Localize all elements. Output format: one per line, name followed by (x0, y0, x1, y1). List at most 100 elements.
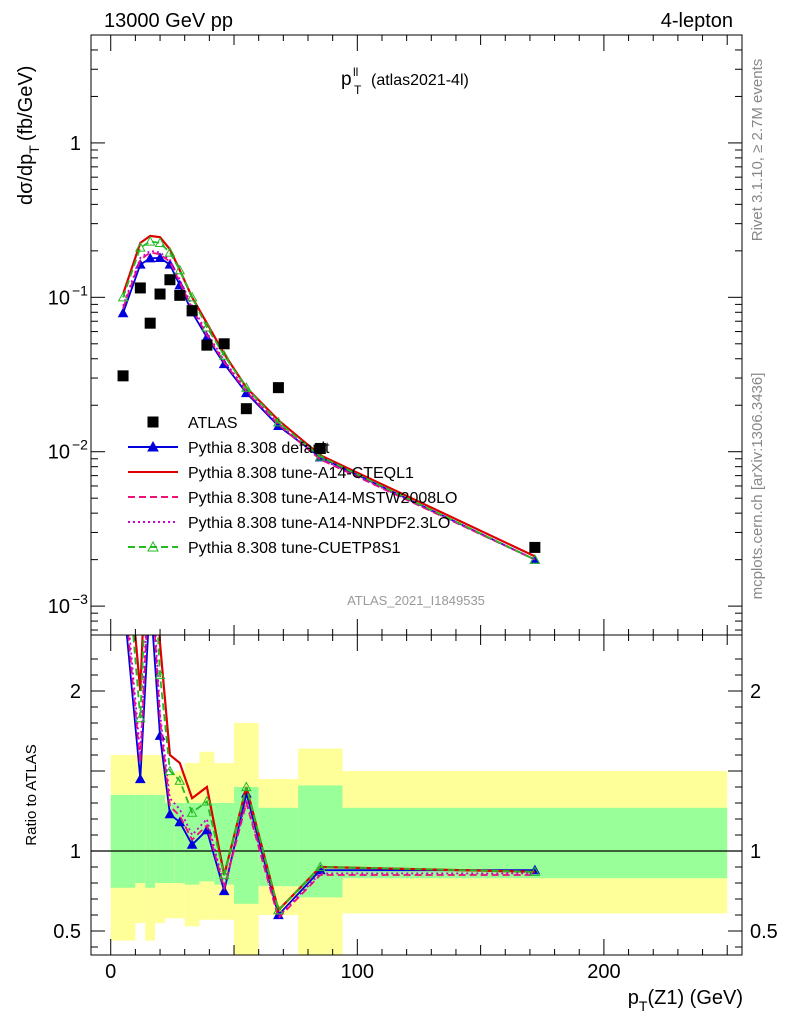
ratio-marker-4-4 (164, 765, 176, 776)
band-inner-2 (145, 795, 156, 888)
ratio-ytick-label-2: 2 (70, 681, 81, 703)
side-text-mcplots: mcplots.cern.ch [arXiv:1306.3436] (749, 373, 766, 600)
plot-title-sup: ll (353, 65, 358, 79)
main-marker-0-0 (117, 307, 129, 318)
xtick-label-2: 200 (587, 961, 620, 983)
ratio-marker-4-7 (201, 795, 213, 806)
ratio-line-1 (134, 635, 535, 913)
main-ylabel-part2: (fb/GeV) (15, 66, 37, 142)
band-inner-5 (174, 803, 185, 883)
main-marker-0-2 (144, 252, 156, 263)
main-ytick-label-1: 10 (48, 442, 70, 464)
band-inner-11 (298, 785, 343, 898)
legend-label-3: Pythia 8.308 tune-A14-MSTW2008LO (188, 490, 457, 507)
main-marker-4-4 (164, 247, 176, 257)
legend-marker-data (147, 416, 159, 428)
main-line-1 (122, 234, 536, 558)
legend-marker-1 (147, 440, 159, 452)
ratio-marker-4-10 (273, 904, 284, 915)
xlabel-p: p (628, 987, 639, 1009)
band-inner-0 (110, 795, 136, 888)
ratio-marker-0-1 (134, 773, 146, 784)
main-marker-4-12 (529, 554, 541, 564)
atlas-point-3 (154, 288, 166, 300)
atlas-point-12 (529, 541, 541, 553)
legend-label-0: ATLAS (188, 415, 238, 432)
ratio-marker-4-2 (146, 479, 155, 487)
plot-title-tag: (atlas2021-4l) (371, 72, 469, 89)
ratio-ytick-label-right-0: 0.5 (750, 921, 778, 943)
main-marker-4-9 (241, 382, 252, 392)
side-text-rivet: Rivet 3.1.10, ≥ 2.7M events (749, 59, 766, 242)
band-inner-4 (164, 803, 175, 883)
main-ytick-label-2: 10 (48, 287, 70, 309)
legend-marker-5 (147, 540, 159, 552)
atlas-point-5 (174, 289, 186, 301)
atlas-point-6 (186, 305, 198, 317)
main-marker-4-10 (273, 416, 284, 427)
ratio-marker-4-6 (186, 807, 198, 817)
main-marker-4-5 (174, 264, 186, 275)
legend-label-5: Pythia 8.308 tune-CUETP8S1 (188, 540, 401, 557)
main-marker-4-0 (117, 291, 129, 302)
xtick-label-1: 100 (341, 961, 374, 983)
ratio-marker-4-9 (241, 781, 252, 792)
ratio-marker-4-11 (314, 861, 326, 872)
main-ytick-exp-2: −1 (72, 282, 88, 298)
main-ytick-label-0: 10 (48, 596, 70, 618)
ratio-marker-4-0 (119, 511, 128, 519)
ratio-marker-0-2 (146, 591, 155, 599)
plot-title: p ll T (atlas2021-4l) (341, 65, 469, 97)
atlas-point-9 (240, 403, 252, 415)
ratio-marker-4-1 (134, 712, 146, 723)
atlas-point-2 (144, 317, 156, 329)
main-marker-4-3 (154, 237, 166, 248)
legend-label-4: Pythia 8.308 tune-A14-NNPDF2.3LO (188, 515, 450, 532)
atlas-point-8 (218, 338, 230, 350)
atlas-point-4 (164, 274, 176, 286)
atlas-point-10 (272, 382, 284, 394)
main-ytick-label-3: 1 (70, 133, 81, 155)
main-ytick-exp-0: −3 (72, 591, 88, 607)
header-right: 4-lepton (661, 10, 733, 32)
xlabel-sub: T (639, 998, 648, 1014)
legend-label-1: Pythia 8.308 default (188, 440, 330, 457)
ratio-marker-4-5 (174, 775, 186, 785)
ratio-ytick-label-1: 1 (70, 841, 81, 863)
ratio-ytick-label-0: 0.5 (53, 921, 81, 943)
legend: ATLAS Pythia 8.308 default Pythia 8.308 tu… (128, 415, 457, 557)
ratio-uncertainty-bands (91, 723, 742, 955)
ratio-marker-4-8 (218, 869, 230, 880)
plot-title-sub: T (354, 83, 362, 97)
header-left: 13000 GeV pp (104, 10, 233, 32)
atlas-point-11 (314, 442, 326, 454)
main-marker-4-8 (218, 349, 230, 360)
band-inner-10 (258, 807, 299, 887)
ratio-marker-4-12 (529, 866, 541, 876)
ratio-marker-4-3 (154, 669, 166, 680)
ratio-curves (119, 479, 541, 920)
axes: 10−310−210 −110.5 0.51 12 20 100 200 (48, 34, 778, 983)
xlabel-rest: (Z1) (GeV) (647, 987, 743, 1009)
band-inner-9 (234, 787, 259, 904)
main-line-4 (122, 240, 536, 561)
ratio-ytick-label-right-2: 2 (750, 681, 761, 703)
plot-title-main: p (341, 69, 352, 90)
band-inner-7 (199, 803, 215, 882)
main-ylabel-part1: dσ/dp (15, 154, 37, 205)
ratio-ytick-label-right-1: 1 (750, 841, 761, 863)
main-ylabel-sub: T (26, 145, 42, 154)
xtick-label-0: 0 (105, 961, 116, 983)
ratio-line-4 (132, 635, 535, 912)
main-curves (117, 234, 541, 564)
band-inner-1 (135, 795, 146, 883)
main-marker-4-1 (134, 242, 146, 252)
main-marker-4-7 (201, 321, 213, 332)
ratio-line-2 (127, 635, 535, 920)
watermark: ATLAS_2021_I1849535 (347, 593, 485, 608)
ratio-xlabel: pT(Z1) (GeV) (628, 987, 743, 1014)
band-inner-3 (155, 795, 165, 883)
atlas-point-1 (134, 282, 146, 294)
legend-label-2: Pythia 8.308 tune-A14-CTEQL1 (188, 465, 414, 482)
